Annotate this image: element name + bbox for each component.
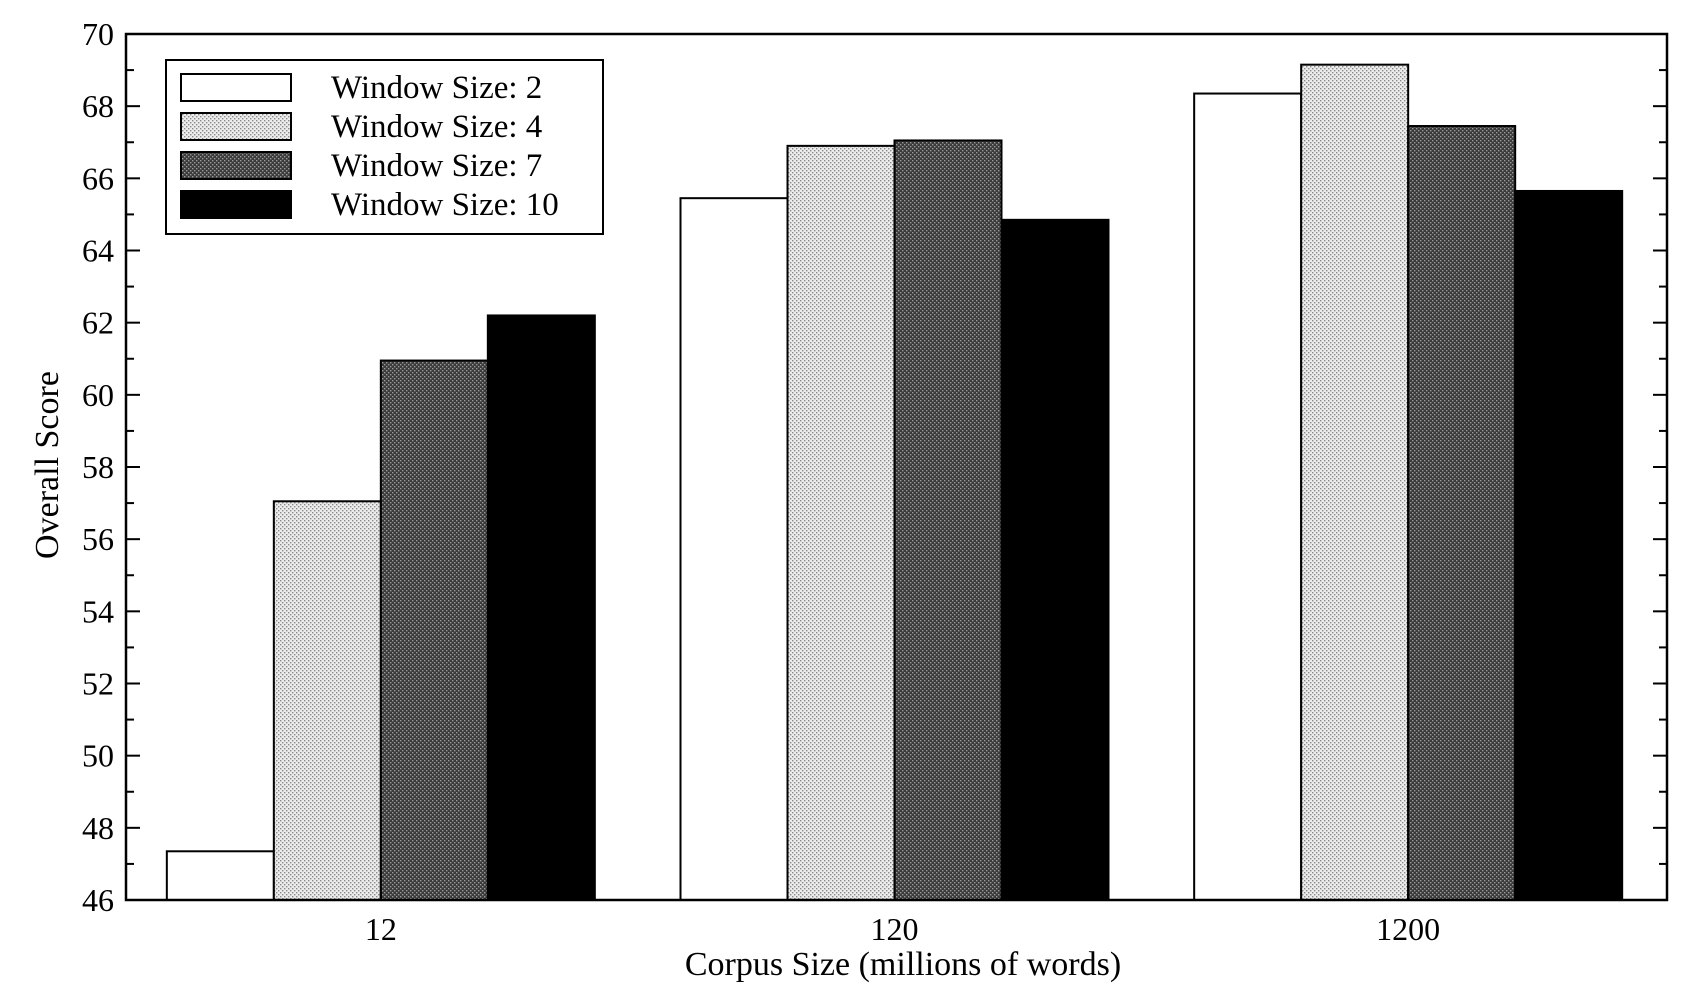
legend-swatch-1 xyxy=(180,73,292,102)
y-tick-label: 50 xyxy=(82,738,114,774)
bar-12-series-1 xyxy=(165,850,275,901)
bar-120-series-1 xyxy=(679,197,789,902)
bars xyxy=(165,63,1624,902)
bar-120-series-2 xyxy=(786,144,896,901)
legend-swatch-3 xyxy=(180,151,292,180)
legend-label-3: Window Size: 7 xyxy=(331,148,542,184)
bar-12-series-3 xyxy=(379,359,489,902)
bar-12-series-2 xyxy=(272,500,382,901)
x-axis-title: Corpus Size (millions of words) xyxy=(685,946,1121,983)
bar-1200-series-2 xyxy=(1300,63,1410,901)
y-tick-label: 54 xyxy=(82,593,114,629)
y-tick-label: 66 xyxy=(82,160,114,196)
y-tick-label: 68 xyxy=(82,88,114,124)
x-tick-label: 120 xyxy=(871,911,919,947)
axes: 46 48 50 52 54 56 58 60 62 64 66 68 70 12 120 1200 xyxy=(82,16,1669,947)
legend-label-2: Window Size: 4 xyxy=(331,109,542,145)
y-tick-label: 70 xyxy=(82,16,114,52)
bar-12-series-4 xyxy=(486,314,596,901)
y-axis-title: Overall Score xyxy=(29,371,66,559)
legend-label-4: Window Size: 10 xyxy=(331,187,559,223)
y-tick-label: 64 xyxy=(82,233,114,269)
y-tick-label: 52 xyxy=(82,666,114,702)
bar-120-series-4 xyxy=(1000,218,1110,901)
bar-1200-series-3 xyxy=(1407,125,1517,901)
legend-label-1: Window Size: 2 xyxy=(331,70,542,106)
bar-120-series-3 xyxy=(893,139,1003,901)
y-tick-label: 58 xyxy=(82,449,114,485)
legend-swatch-2 xyxy=(180,112,292,141)
x-tick-label: 1200 xyxy=(1376,911,1440,947)
bar-1200-series-1 xyxy=(1193,92,1303,902)
y-tick-label: 48 xyxy=(82,810,114,846)
y-tick-label: 62 xyxy=(82,305,114,341)
legend-swatch-4 xyxy=(180,190,292,219)
y-tick-label: 46 xyxy=(82,882,114,918)
y-tick-label: 56 xyxy=(82,521,114,557)
y-tick-label: 60 xyxy=(82,377,114,413)
bar-1200-series-4 xyxy=(1514,189,1624,901)
x-tick-label: 12 xyxy=(365,911,397,947)
